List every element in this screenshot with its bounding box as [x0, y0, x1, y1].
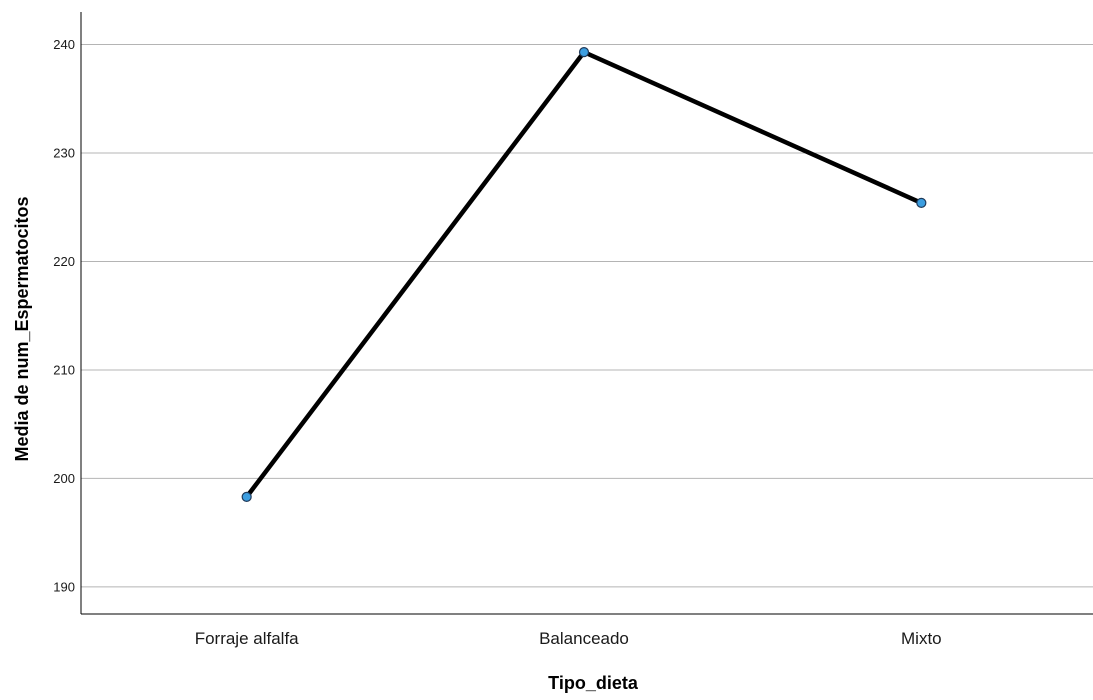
data-point-0 — [241, 491, 252, 502]
axes — [80, 12, 1093, 615]
series-line-path — [244, 49, 924, 500]
data-point-1 — [578, 47, 590, 58]
y-tick-label-210: 210 — [53, 362, 75, 377]
y-tick-label-220: 220 — [53, 254, 75, 269]
x-tick-label-2: Mixto — [901, 629, 942, 648]
data-point-2 — [916, 197, 927, 209]
y-axis-title: Media de num_Espermatocitos — [12, 196, 32, 461]
y-tick-label-230: 230 — [53, 146, 75, 161]
series-points — [241, 47, 927, 502]
y-tick-label-190: 190 — [53, 579, 75, 594]
x-tick-label-1: Balanceado — [539, 629, 629, 648]
y-tick-labels: 190 200 210 220 230 240 — [53, 37, 75, 594]
y-tick-label-240: 240 — [53, 37, 75, 52]
x-axis-title: Tipo_dieta — [548, 673, 639, 693]
x-tick-labels: Forraje alfalfa Balanceado Mixto — [195, 629, 942, 648]
grid-lines — [81, 44, 1093, 588]
y-tick-label-200: 200 — [53, 471, 75, 486]
series-line — [244, 49, 924, 500]
x-tick-label-0: Forraje alfalfa — [195, 629, 299, 648]
